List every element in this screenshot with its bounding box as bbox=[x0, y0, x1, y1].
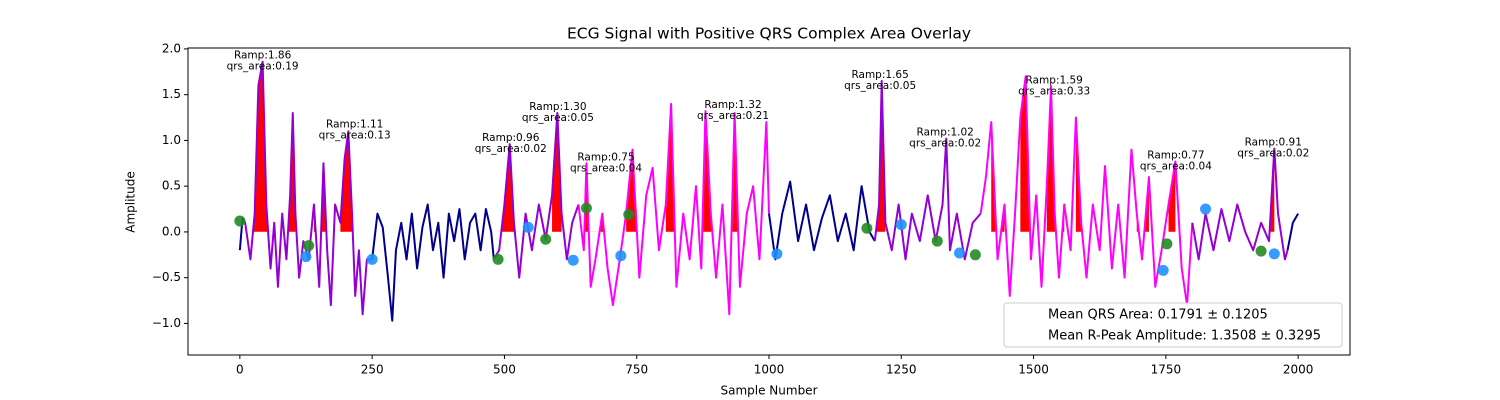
annotation: qrs_area:0.05 bbox=[522, 112, 594, 124]
marker bbox=[1157, 264, 1169, 276]
marker bbox=[615, 250, 627, 262]
signal-line bbox=[873, 79, 982, 261]
annotation: Ramp:1.11 bbox=[326, 118, 383, 130]
signal-line bbox=[492, 111, 580, 279]
y-tick-label: −0.5 bbox=[152, 270, 181, 284]
signal-line bbox=[371, 203, 495, 322]
qrs-area bbox=[552, 112, 562, 232]
y-axis-label: Amplitude bbox=[124, 171, 138, 233]
x-tick-label: 2000 bbox=[1283, 363, 1314, 377]
x-tick-label: 1750 bbox=[1151, 363, 1182, 377]
y-tick-label: 0.0 bbox=[162, 224, 181, 238]
x-tick-label: 0 bbox=[236, 363, 244, 377]
annotation: Ramp:0.77 bbox=[1147, 149, 1204, 161]
marker bbox=[969, 249, 981, 261]
annotation: qrs_area:0.21 bbox=[697, 110, 769, 122]
qrs-area bbox=[1168, 161, 1176, 232]
annotation: Ramp:1.32 bbox=[704, 99, 761, 111]
legend-box bbox=[1003, 302, 1343, 348]
x-tick-label: 250 bbox=[361, 363, 384, 377]
plot-frame bbox=[187, 47, 1351, 356]
annotation: Ramp:1.30 bbox=[529, 101, 586, 113]
annotation: qrs_area:0.02 bbox=[909, 138, 981, 150]
annotation: qrs_area:0.05 bbox=[844, 80, 916, 92]
signal-line bbox=[1286, 213, 1300, 251]
marker bbox=[1255, 245, 1267, 257]
x-tick-label: 750 bbox=[625, 363, 648, 377]
y-tick-label: 1.5 bbox=[162, 87, 181, 101]
annotation: qrs_area:0.13 bbox=[319, 129, 391, 141]
chart-title: ECG Signal with Positive QRS Complex Are… bbox=[567, 25, 971, 43]
marker bbox=[303, 240, 315, 252]
legend-entry: Mean QRS Area: 0.1791 ± 0.1205 bbox=[1048, 308, 1268, 323]
marker bbox=[492, 253, 504, 265]
marker bbox=[1200, 203, 1212, 215]
x-tick-label: 500 bbox=[493, 363, 516, 377]
x-tick-label: 1500 bbox=[1018, 363, 1049, 377]
y-tick-label: 0.5 bbox=[162, 179, 181, 193]
marker bbox=[953, 247, 965, 259]
marker bbox=[1161, 238, 1173, 250]
marker bbox=[931, 235, 943, 247]
marker bbox=[234, 215, 246, 227]
signal-line bbox=[1191, 147, 1289, 261]
marker bbox=[567, 254, 579, 266]
x-tick-label: 1250 bbox=[886, 363, 917, 377]
y-tick-label: 1.0 bbox=[162, 133, 181, 147]
signal-line bbox=[768, 180, 876, 261]
signal-line bbox=[577, 102, 770, 316]
annotation: Ramp:0.91 bbox=[1245, 137, 1302, 149]
qrs-area bbox=[1075, 117, 1087, 232]
y-tick-label: 2.0 bbox=[162, 41, 181, 55]
annotation: Ramp:1.59 bbox=[1026, 74, 1083, 86]
qrs-area bbox=[991, 122, 1005, 232]
annotation: Ramp:0.75 bbox=[577, 151, 634, 163]
marker bbox=[1268, 248, 1280, 260]
annotation: qrs_area:0.02 bbox=[1237, 148, 1309, 160]
annotation: Ramp:1.02 bbox=[917, 127, 974, 139]
annotation: qrs_area:0.04 bbox=[1140, 160, 1212, 172]
marker bbox=[366, 253, 378, 265]
qrs-area bbox=[1269, 148, 1275, 232]
marker bbox=[580, 202, 592, 214]
qrs-area bbox=[583, 163, 608, 232]
annotation: Ramp:0.96 bbox=[482, 132, 540, 144]
marker bbox=[895, 219, 907, 231]
signal-line bbox=[979, 75, 1194, 307]
marker bbox=[861, 222, 873, 234]
marker bbox=[540, 233, 552, 245]
x-tick-label: 1000 bbox=[754, 363, 785, 377]
annotation: qrs_area:0.02 bbox=[475, 143, 547, 155]
annotation: qrs_area:0.19 bbox=[227, 61, 299, 73]
annotation: qrs_area:0.33 bbox=[1018, 85, 1090, 97]
y-tick-label: −1.0 bbox=[152, 316, 181, 330]
marker bbox=[300, 251, 312, 263]
annotation: Ramp:1.86 bbox=[234, 50, 292, 62]
legend-entry: Mean R-Peak Amplitude: 1.3508 ± 0.3295 bbox=[1048, 329, 1321, 344]
annotation: qrs_area:0.04 bbox=[570, 162, 642, 174]
x-axis-label: Sample Number bbox=[720, 384, 817, 398]
marker bbox=[522, 221, 534, 233]
marker bbox=[771, 248, 783, 260]
marker bbox=[623, 209, 635, 221]
annotation: Ramp:1.65 bbox=[851, 69, 908, 81]
